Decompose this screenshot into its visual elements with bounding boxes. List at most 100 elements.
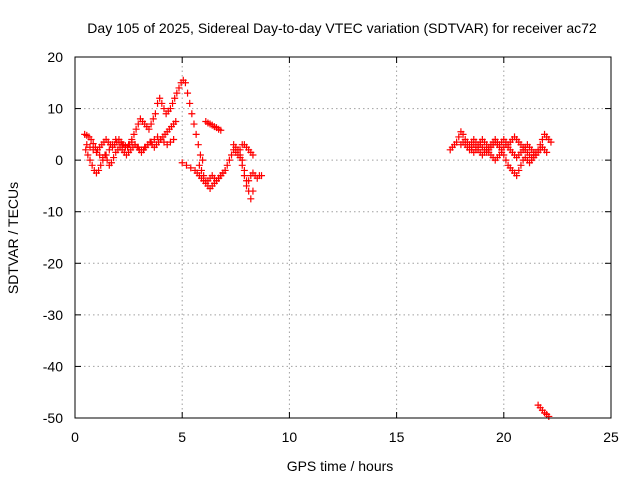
chart-title: Day 105 of 2025, Sidereal Day-to-day VTE…: [87, 20, 597, 36]
y-tick-label: 10: [47, 101, 63, 117]
series-segment-3: [83, 133, 178, 162]
data-point: [84, 151, 92, 159]
data-point: [194, 141, 202, 149]
x-axis-label: GPS time / hours: [287, 458, 394, 474]
data-point: [195, 161, 203, 169]
data-point: [107, 159, 115, 167]
y-tick-label: -50: [43, 410, 63, 426]
data-point: [196, 151, 204, 159]
y-tick-label: -30: [43, 307, 63, 323]
data-point: [543, 148, 551, 156]
data-point: [202, 177, 210, 185]
data-point: [190, 120, 198, 128]
x-tick-label: 25: [603, 429, 619, 445]
data-point: [545, 412, 553, 420]
data-point: [87, 136, 95, 144]
data-point: [89, 140, 97, 148]
data-point: [170, 136, 178, 144]
x-tick-label: 5: [178, 429, 186, 445]
x-tick-label: 15: [389, 429, 405, 445]
x-tick-label: 0: [71, 429, 79, 445]
data-point: [103, 156, 111, 164]
data-point: [95, 166, 103, 174]
data-point: [130, 130, 138, 138]
x-tick-label: 20: [496, 429, 512, 445]
data-point: [197, 166, 205, 174]
data-point: [532, 151, 540, 159]
grid-lines: [75, 57, 611, 418]
data-point: [500, 151, 508, 159]
y-tick-label: 0: [55, 152, 63, 168]
data-point: [455, 133, 463, 141]
data-point: [199, 156, 207, 164]
data-point: [515, 166, 523, 174]
x-tick-labels: 0 5 10 15 20 25: [71, 429, 619, 445]
data-point: [200, 172, 208, 180]
data-point: [172, 117, 180, 125]
y-tick-labels: -50 -40 -30 -20 -10 0 10 20: [43, 49, 63, 426]
data-point: [149, 115, 157, 123]
data-point: [502, 156, 510, 164]
data-point: [238, 156, 246, 164]
data-point: [102, 151, 110, 159]
y-tick-label: 20: [47, 49, 63, 65]
data-point: [240, 166, 248, 174]
data-point: [228, 151, 236, 159]
data-point: [221, 166, 229, 174]
data-point: [243, 177, 251, 185]
y-axis-label: SDTVAR / TECUs: [5, 182, 21, 294]
data-point: [178, 159, 186, 167]
data-point: [175, 84, 183, 92]
axis-ticks: [74, 56, 612, 419]
data-point: [156, 94, 164, 102]
data-points: [81, 76, 555, 420]
series-segment-7: [230, 141, 257, 203]
data-point: [459, 130, 467, 138]
data-point: [217, 126, 225, 134]
data-point: [109, 141, 117, 149]
data-point: [88, 161, 96, 169]
data-point: [247, 195, 255, 203]
data-point: [97, 161, 105, 169]
data-point: [513, 172, 521, 180]
data-point: [236, 146, 244, 154]
data-point: [181, 79, 189, 87]
data-point: [188, 110, 196, 118]
data-point: [258, 172, 266, 180]
y-tick-label: -20: [43, 255, 63, 271]
data-point: [182, 161, 190, 169]
series-segment-5: [195, 161, 229, 193]
data-point: [169, 99, 177, 107]
data-point: [151, 110, 159, 118]
x-tick-label: 10: [282, 429, 298, 445]
data-point: [110, 154, 118, 162]
data-point: [105, 146, 113, 154]
data-point: [187, 164, 195, 172]
data-point: [186, 99, 194, 107]
data-point: [171, 94, 179, 102]
data-point: [192, 130, 200, 138]
series-segment-12: [534, 401, 553, 420]
data-point: [132, 125, 140, 133]
data-point: [82, 146, 90, 154]
data-point: [517, 161, 525, 169]
data-point: [225, 156, 233, 164]
data-point: [453, 138, 461, 146]
plot-frame: [74, 56, 612, 419]
data-point: [147, 120, 155, 128]
y-tick-label: -40: [43, 358, 63, 374]
data-point: [538, 136, 546, 144]
series-segment-11: [468, 138, 540, 162]
data-point: [160, 105, 168, 113]
data-point: [184, 89, 192, 97]
y-tick-label: -10: [43, 204, 63, 220]
data-point: [249, 187, 257, 195]
data-point: [173, 89, 181, 97]
data-point: [166, 105, 174, 113]
data-point: [134, 120, 142, 128]
data-point: [223, 161, 231, 169]
data-point: [547, 138, 555, 146]
data-point: [145, 125, 153, 133]
data-point: [249, 151, 257, 159]
